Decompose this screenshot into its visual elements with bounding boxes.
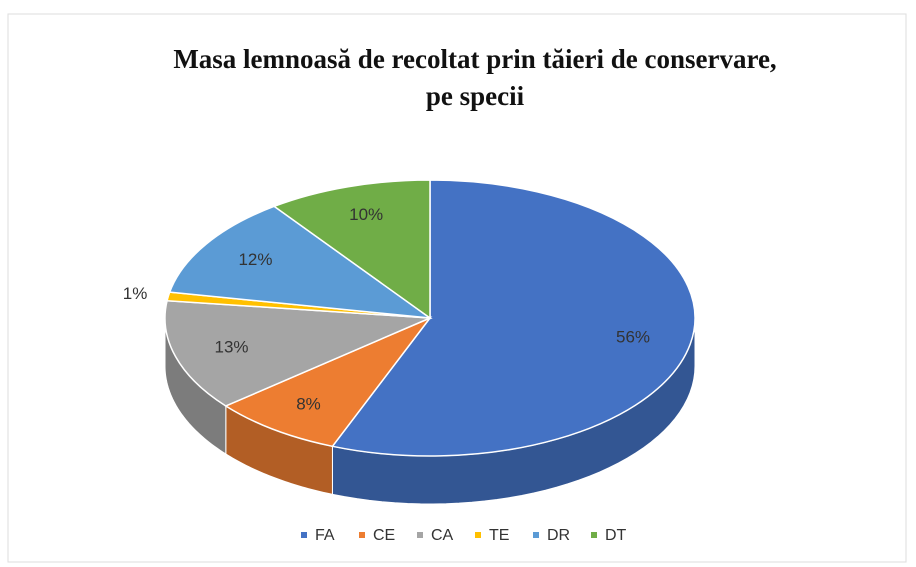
slice	[272, 179, 431, 320]
data-label: 13%	[214, 338, 248, 357]
data-label: 8%	[296, 395, 321, 414]
data-label: 10%	[349, 205, 383, 224]
slice	[331, 179, 696, 457]
legend-marker	[301, 532, 307, 538]
slice	[168, 205, 433, 320]
data-label: 1%	[123, 284, 148, 303]
slice	[164, 299, 431, 407]
legend-label: CA	[431, 527, 454, 544]
slice	[224, 316, 433, 448]
legend-label: DR	[547, 527, 570, 544]
legend-marker	[417, 532, 423, 538]
legend-marker	[591, 532, 597, 538]
legend-label: DT	[605, 527, 627, 544]
legend-label: TE	[489, 527, 509, 544]
data-label: 56%	[616, 328, 650, 347]
legend-label: FA	[315, 527, 335, 544]
legend-label: CE	[373, 527, 395, 544]
legend-marker	[359, 532, 365, 538]
legend-marker	[533, 532, 539, 538]
data-label: 12%	[238, 250, 272, 269]
chart-title: Masa lemnoasă de recoltat prin tăieri de…	[173, 44, 776, 74]
legend-marker	[475, 532, 481, 538]
chart-title: pe specii	[426, 81, 525, 111]
